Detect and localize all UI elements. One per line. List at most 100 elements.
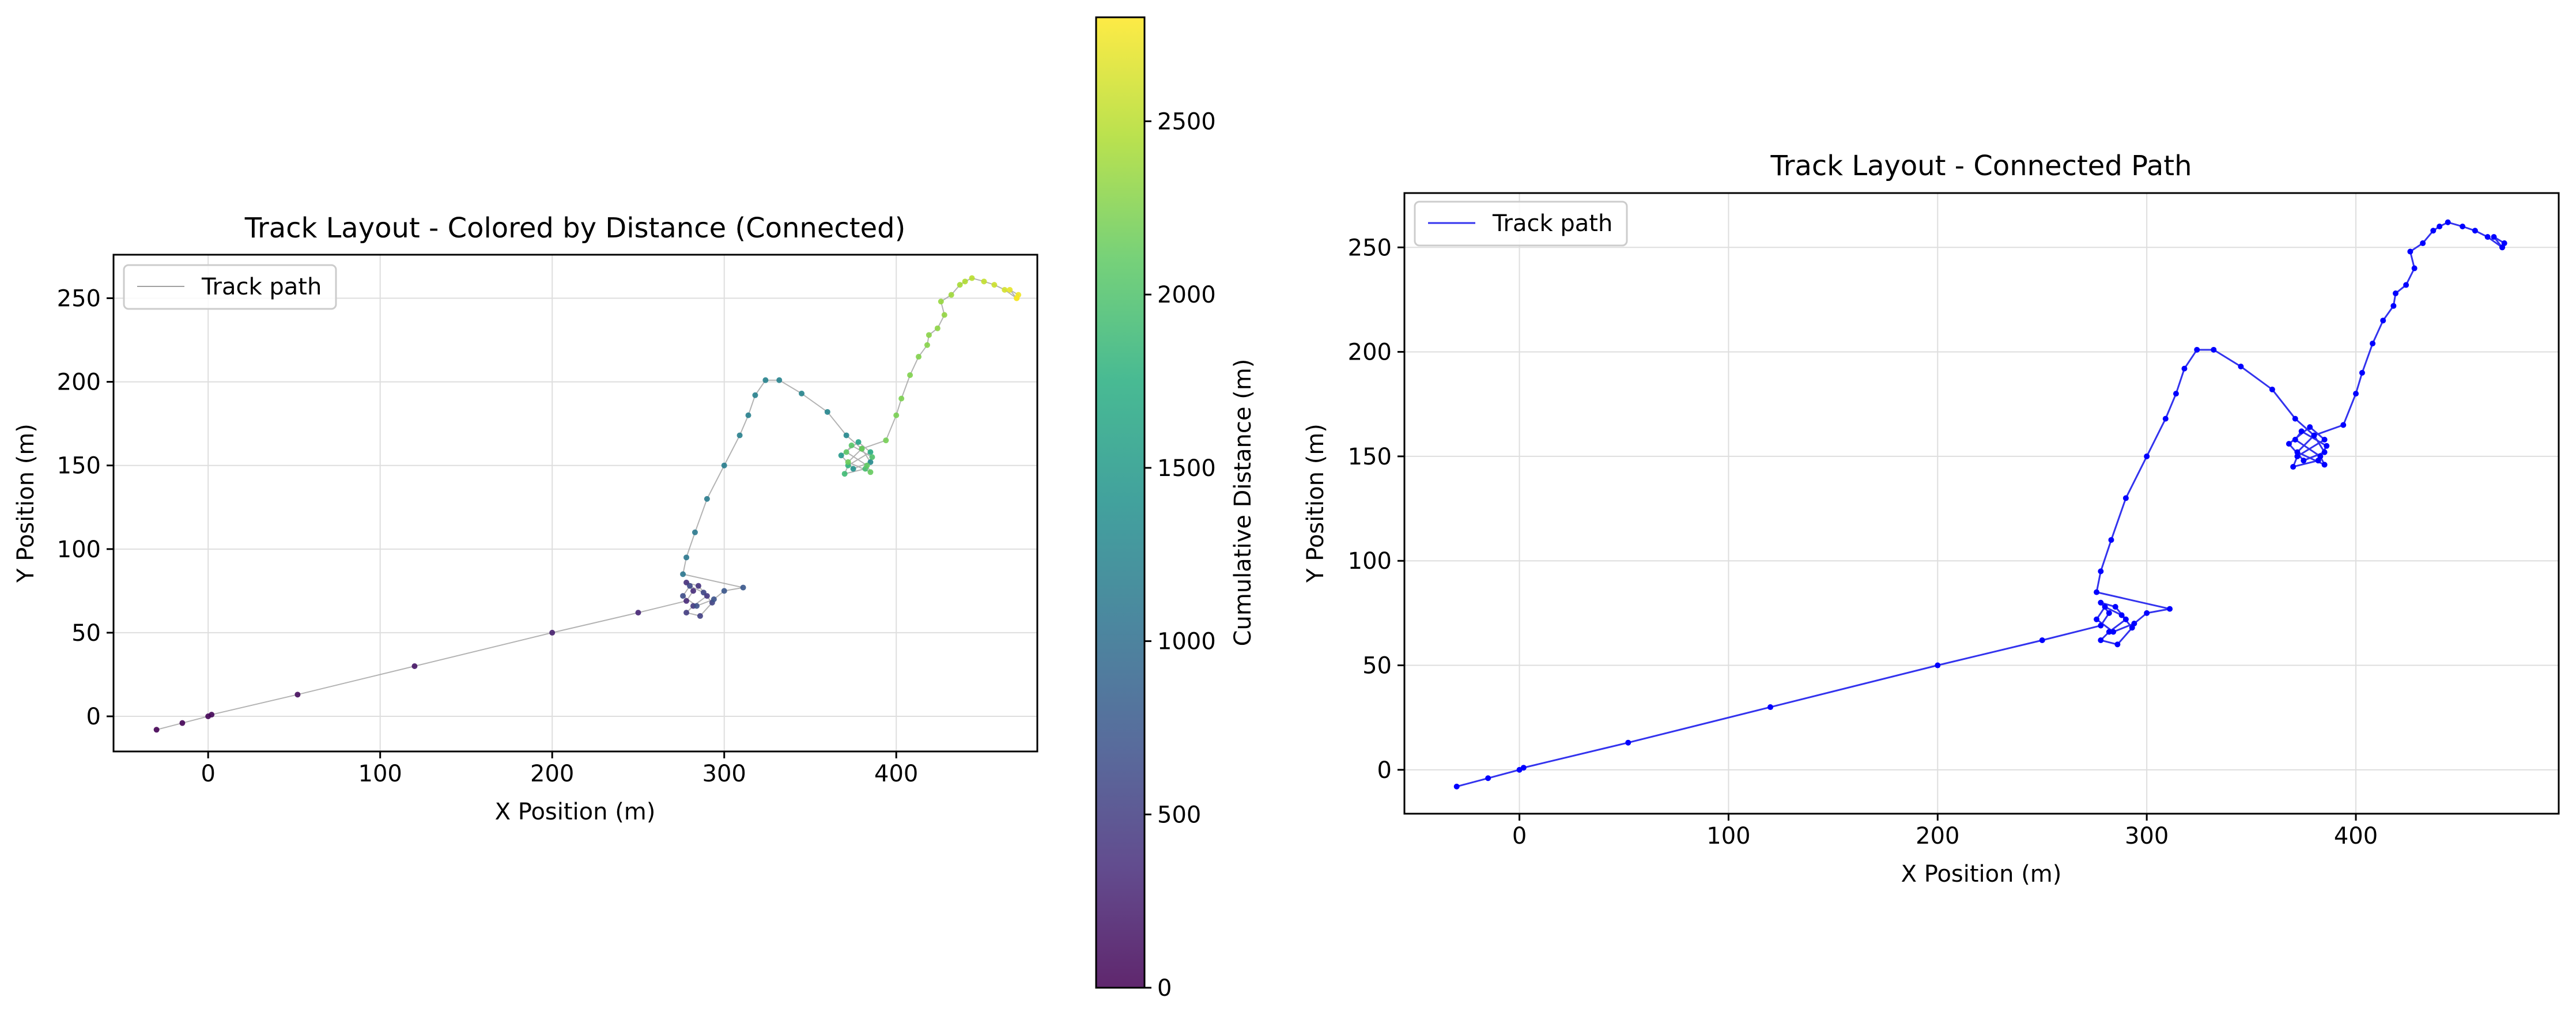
chart-1-point-14 <box>683 610 690 616</box>
chart-1-point-30 <box>745 412 751 418</box>
c2-x-tick-label-0: 0 <box>1512 823 1527 849</box>
chart-2-point-23 <box>2167 606 2173 612</box>
chart-2-point-36 <box>2292 415 2298 422</box>
chart-2-point-35 <box>2269 386 2275 392</box>
chart-2-point-48 <box>2292 436 2298 443</box>
chart-1-point-5 <box>411 663 418 669</box>
chart-2-point-44 <box>2290 464 2297 470</box>
chart-2-y-label: Y Position (m) <box>1302 424 1329 583</box>
chart-2-point-34 <box>2238 363 2244 369</box>
chart-1-point-31 <box>752 392 758 398</box>
chart-1-point-11 <box>695 583 701 589</box>
colorbar-tick-label-1: 500 <box>1157 802 1201 828</box>
chart-2-point-64 <box>2430 228 2437 234</box>
chart-1-track-line <box>156 277 1019 731</box>
chart-1-point-61 <box>941 312 947 318</box>
chart-2-point-26 <box>2108 537 2114 543</box>
chart-2-point-9 <box>2106 610 2112 616</box>
chart-2-point-24 <box>2094 589 2100 595</box>
chart-1-point-21 <box>711 596 717 602</box>
chart-2-frame <box>1403 192 2560 815</box>
chart-2-point-58 <box>2390 303 2397 309</box>
chart-2-point-25 <box>2098 568 2104 575</box>
chart-1-point-48 <box>843 449 849 455</box>
chart-1: Track Layout - Colored by Distance (Conn… <box>13 212 1038 825</box>
chart-1-point-54 <box>893 412 900 418</box>
chart-1-point-58 <box>924 342 930 348</box>
chart-2-grid <box>1404 193 2559 814</box>
chart-1-point-68 <box>991 282 998 288</box>
chart-1-y-label: Y Position (m) <box>13 424 39 583</box>
chart-2-point-21 <box>2131 621 2137 627</box>
chart-1-point-62 <box>938 299 944 305</box>
chart-1-point-56 <box>907 372 913 378</box>
chart-1-frame <box>112 254 1038 753</box>
chart-1-point-39 <box>850 466 856 472</box>
chart-2-point-18 <box>2102 604 2108 610</box>
chart-1-point-46 <box>869 454 875 460</box>
chart-1-point-64 <box>957 282 963 288</box>
chart-1-point-47 <box>848 442 855 448</box>
colorbar-tick-label-5: 2500 <box>1157 108 1216 135</box>
chart-2-point-39 <box>2301 458 2307 464</box>
chart-2-point-28 <box>2144 453 2150 459</box>
chart-2-point-43 <box>2294 453 2301 459</box>
chart-1-point-40 <box>838 452 844 459</box>
chart-1-point-1 <box>179 720 186 726</box>
chart-1-point-6 <box>549 629 556 636</box>
chart-1-point-52 <box>859 445 865 452</box>
chart-1-point-50 <box>867 469 874 475</box>
chart-1-legend[interactable]: Track path <box>123 264 337 310</box>
chart-2-title: Track Layout - Connected Path <box>1770 150 2192 182</box>
c1-y-tick-label-3: 150 <box>57 453 101 479</box>
chart-1-point-20 <box>693 603 700 609</box>
chart-2-point-46 <box>2324 443 2330 449</box>
chart-1-point-65 <box>962 278 968 285</box>
chart-1-plot <box>153 275 1022 733</box>
chart-1-point-49 <box>864 462 870 469</box>
chart-1-point-32 <box>762 377 769 383</box>
chart-2-point-60 <box>2403 282 2409 288</box>
chart-1-point-36 <box>843 432 849 439</box>
chart-1-point-73 <box>1014 295 1020 301</box>
c1-x-tick-label-3: 300 <box>702 761 746 787</box>
chart-2-point-50 <box>2321 462 2328 468</box>
chart-1-point-53 <box>883 437 889 444</box>
chart-2-track-line <box>1456 221 2506 788</box>
c1-y-tick-label-1: 50 <box>71 620 101 647</box>
colorbar-label: Cumulative Distance (m) <box>1230 359 1256 647</box>
chart-2-point-42 <box>2321 436 2328 443</box>
chart-1-x-label: X Position (m) <box>495 799 656 825</box>
chart-2-point-17 <box>2118 612 2125 618</box>
c1-x-tick-label-4: 400 <box>874 761 918 787</box>
chart-2-point-8 <box>2098 622 2104 629</box>
chart-2-point-52 <box>2311 432 2317 439</box>
chart-1-point-66 <box>969 275 975 281</box>
chart-2-point-61 <box>2411 265 2418 271</box>
chart-2-point-7 <box>2039 637 2045 644</box>
chart-1-legend-box <box>123 264 337 310</box>
c2-y-tick-label-3: 150 <box>1348 444 1392 470</box>
chart-2-point-41 <box>2307 424 2313 430</box>
chart-2-legend-box <box>1414 201 1628 247</box>
chart-2-point-66 <box>2445 219 2451 225</box>
chart-2-point-65 <box>2437 224 2443 230</box>
chart-2-x-label: X Position (m) <box>1901 861 2062 887</box>
c2-x-tick-label-3: 300 <box>2125 823 2169 849</box>
chart-2-point-15 <box>2114 641 2121 648</box>
chart-2-point-14 <box>2098 637 2104 644</box>
chart-1-point-33 <box>776 377 783 383</box>
chart-2-point-51 <box>2294 449 2301 455</box>
chart-2-point-32 <box>2194 346 2200 353</box>
chart-1-point-71 <box>1007 286 1013 293</box>
chart-2-point-55 <box>2359 369 2365 376</box>
chart-1-point-59 <box>926 332 932 338</box>
chart-2-point-67 <box>2460 224 2466 230</box>
chart-2-point-5 <box>1767 704 1774 711</box>
chart-2-legend[interactable]: Track path <box>1414 201 1628 247</box>
chart-2-point-59 <box>2392 290 2399 297</box>
chart-2-point-20 <box>2110 629 2117 635</box>
chart-1-point-22 <box>721 588 727 594</box>
c2-y-tick-label-5: 250 <box>1348 235 1392 261</box>
